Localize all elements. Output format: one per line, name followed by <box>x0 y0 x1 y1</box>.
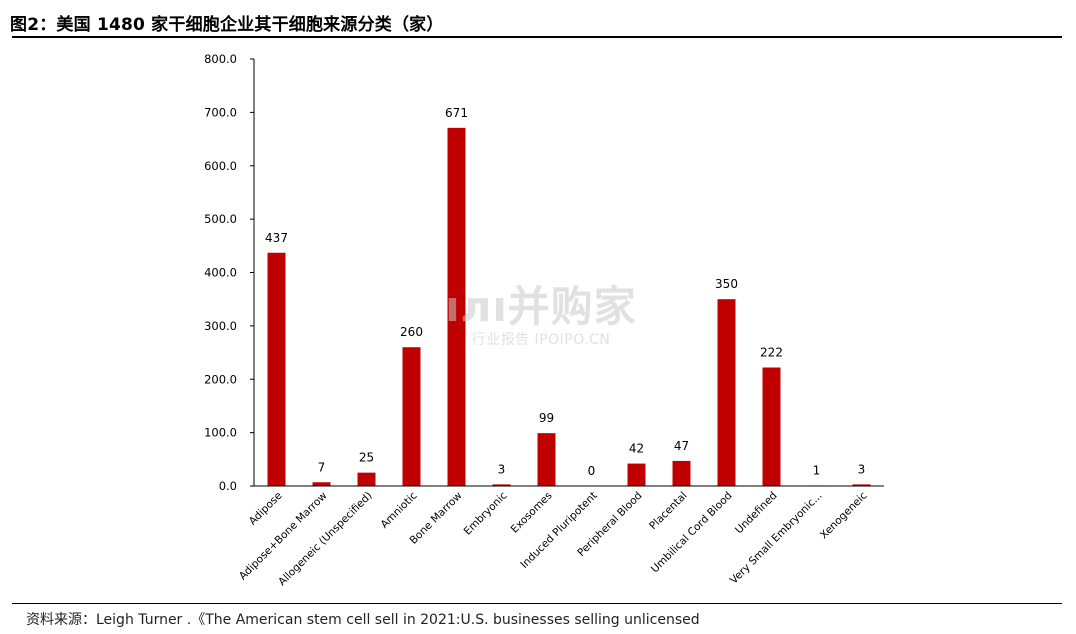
x-tick-label: Induced Pluripotent <box>518 490 599 571</box>
data-label: 3 <box>858 462 866 476</box>
x-tick-label: Embryonic <box>462 489 510 537</box>
data-label: 7 <box>318 460 326 474</box>
x-tick-label: Allogeneic (Unspecified) <box>276 490 374 588</box>
data-label: 42 <box>629 442 644 456</box>
x-tick-label: Adipose <box>247 490 285 528</box>
x-tick-label: Adipose+Bone Marrow <box>237 489 330 582</box>
y-tick-label: 300.0 <box>204 319 237 333</box>
data-label: 222 <box>760 346 783 360</box>
y-tick-label: 700.0 <box>204 105 237 119</box>
bar <box>402 347 421 486</box>
y-tick-label: 0.0 <box>219 479 237 493</box>
y-tick-label: 100.0 <box>204 426 237 440</box>
bars <box>267 127 871 486</box>
x-tick-label: Very Small Embryonic... <box>728 490 825 587</box>
bar <box>357 472 376 486</box>
y-tick-label: 600.0 <box>204 159 237 173</box>
bar <box>852 484 871 486</box>
data-label: 47 <box>674 439 689 453</box>
y-tick-label: 400.0 <box>204 266 237 280</box>
bar <box>627 463 646 486</box>
bar <box>447 127 466 486</box>
data-label: 1 <box>813 463 821 477</box>
bar <box>672 460 691 486</box>
data-label: 25 <box>359 451 374 465</box>
source-note: 资料来源：Leigh Turner .《The American stem ce… <box>26 612 700 628</box>
x-tick-label: Placental <box>647 490 689 532</box>
data-label: 3 <box>498 462 506 476</box>
figure-title: 图2：美国 1480 家干细胞企业其干细胞来源分类（家） <box>10 15 444 35</box>
y-tick-label: 500.0 <box>204 212 237 226</box>
data-labels: 437 7 25 260 671 3 99 0 42 47 350 222 1 3 <box>265 106 865 478</box>
x-tick-label: Exosomes <box>509 490 555 536</box>
data-label: 260 <box>400 325 423 339</box>
x-tick-label: Umbilical Cord Blood <box>649 490 735 576</box>
bar-chart: 0.0 100.0 200.0 300.0 400.0 500.0 600.0 700.0 80… <box>204 52 884 588</box>
y-axis: 0.0 100.0 200.0 300.0 400.0 500.0 600.0 700.0 80… <box>204 52 255 493</box>
x-tick-label: Undefined <box>733 490 780 537</box>
x-tick-label: Xenogeneic <box>818 489 870 541</box>
title-divider <box>12 36 1062 38</box>
data-label: 0 <box>588 464 596 478</box>
y-tick-label: 200.0 <box>204 372 237 386</box>
bar <box>762 367 781 486</box>
y-tick-label: 800.0 <box>204 52 237 66</box>
data-label: 671 <box>445 106 468 120</box>
source-divider <box>12 603 1062 604</box>
bar <box>492 484 511 486</box>
x-tick-label: Amniotic <box>378 489 419 530</box>
data-label: 437 <box>265 231 288 245</box>
bar <box>267 252 286 486</box>
bar <box>312 482 331 486</box>
bar <box>717 299 736 486</box>
bar <box>537 433 556 486</box>
data-label: 99 <box>539 411 554 425</box>
data-label: 350 <box>715 277 738 291</box>
